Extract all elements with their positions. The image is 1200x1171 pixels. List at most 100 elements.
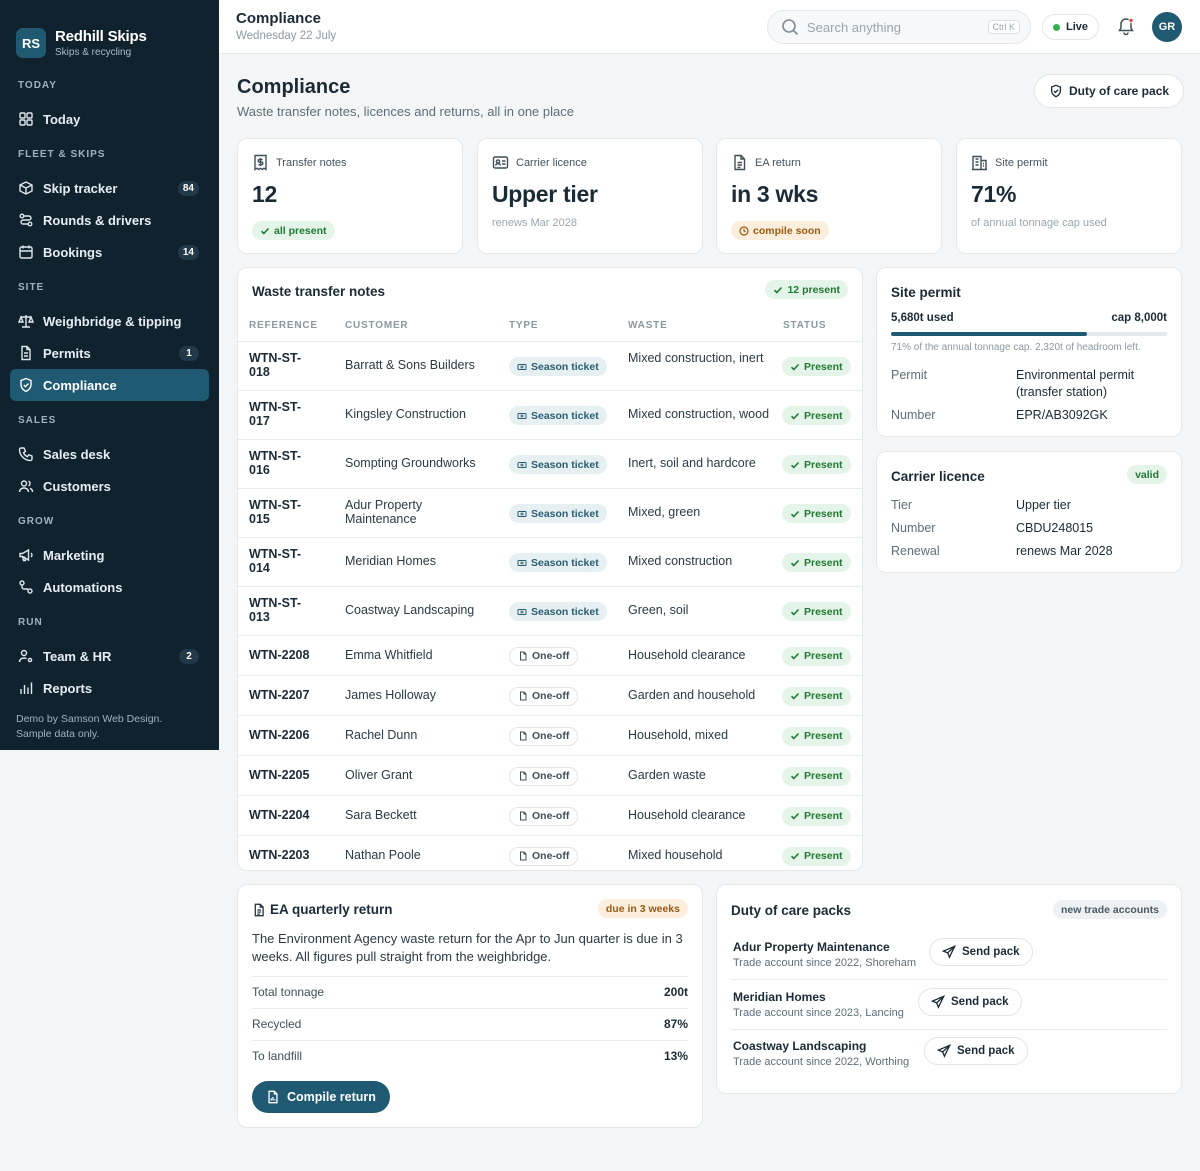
nav-section-grow: GROW xyxy=(18,516,55,527)
metric-value: 13% xyxy=(663,1049,688,1063)
status-badge: Present xyxy=(782,504,851,523)
waste-cell: Mixed construction xyxy=(628,554,733,568)
sidebar-item-weighbridge[interactable]: Weighbridge & tipping xyxy=(10,305,209,337)
compile-return-button[interactable]: Compile return xyxy=(252,1081,390,1113)
reference-cell[interactable]: WTN-2207 xyxy=(249,688,310,702)
table-row[interactable]: WTN-ST-015 Adur Property Maintenance Seaso… xyxy=(238,488,862,537)
table-row[interactable]: WTN-ST-014 Meridian Homes Season ticket Mix… xyxy=(238,537,862,586)
table-row[interactable]: WTN-2204 Sara Beckett One-off Household cle… xyxy=(238,795,862,835)
reference-cell[interactable]: WTN-2206 xyxy=(249,728,310,742)
account-name: Meridian Homes xyxy=(733,990,826,1004)
stat-card-ea-return: EA return in 3 wks compile soon xyxy=(716,138,942,254)
table-row[interactable]: WTN-2206 Rachel Dunn One-off Household, mix… xyxy=(238,715,862,755)
avatar[interactable]: GR xyxy=(1152,12,1182,42)
reference-cell[interactable]: WTN-ST-017 xyxy=(249,400,302,428)
reference-cell[interactable]: WTN-2204 xyxy=(249,808,310,822)
table-row[interactable]: WTN-2203 Nathan Poole One-off Mixed househo… xyxy=(238,835,862,870)
send-pack-button[interactable]: Send pack xyxy=(918,988,1022,1016)
button-label: Compile return xyxy=(287,1090,376,1104)
badge-text: all present xyxy=(274,224,327,237)
sidebar-item-label: Bookings xyxy=(43,244,103,260)
ticket-icon xyxy=(517,608,527,615)
metric-value: 87% xyxy=(663,1017,688,1031)
sidebar-item-label: Reports xyxy=(43,680,93,696)
column-header[interactable]: CUSTOMER xyxy=(345,320,409,331)
sidebar-item-label: Marketing xyxy=(43,547,105,563)
reference-cell[interactable]: WTN-ST-015 xyxy=(249,498,302,526)
reference-cell[interactable]: WTN-ST-018 xyxy=(249,351,302,379)
table-row[interactable]: WTN-2205 Oliver Grant One-off Garden waste P… xyxy=(238,755,862,795)
file-icon xyxy=(520,811,527,821)
table-row[interactable]: WTN-ST-016 Sompting Groundworks Season tic… xyxy=(238,439,862,488)
stat-label-text: Site permit xyxy=(995,156,1048,169)
reference-cell[interactable]: WTN-2203 xyxy=(249,848,310,862)
badge-text: Season ticket xyxy=(531,556,599,569)
status-badge: Present xyxy=(782,686,851,706)
number-label: Number xyxy=(891,408,936,422)
badge-text: Present xyxy=(804,730,843,742)
sidebar-item-bookings[interactable]: Bookings 14 xyxy=(10,236,209,268)
sidebar-item-marketing[interactable]: Marketing xyxy=(10,539,209,571)
sidebar-item-rounds[interactable]: Rounds & drivers xyxy=(10,204,209,236)
sidebar-item-today[interactable]: Today xyxy=(10,103,209,135)
page-title: Compliance xyxy=(237,76,351,98)
type-badge: One-off xyxy=(509,846,579,866)
column-header[interactable]: STATUS xyxy=(783,320,827,331)
customer-cell: Adur Property Maintenance xyxy=(345,498,423,526)
column-header[interactable]: TYPE xyxy=(509,320,539,331)
nav-section-run: RUN xyxy=(18,617,43,628)
search-input[interactable]: Search anything Ctrl K xyxy=(767,10,1031,44)
sidebar-item-skip-tracker[interactable]: Skip tracker 84 xyxy=(10,172,209,204)
stat-note: of annual tonnage cap used xyxy=(971,217,1107,229)
column-header[interactable]: REFERENCE xyxy=(249,320,318,331)
sidebar-item-team-hr[interactable]: Team & HR 2 xyxy=(10,640,209,672)
badge-text: One-off xyxy=(532,650,570,662)
stat-value: 71% xyxy=(971,181,1017,207)
stat-value: 12 xyxy=(252,181,277,207)
button-label: Send pack xyxy=(962,946,1020,958)
bell-icon[interactable] xyxy=(1116,16,1136,36)
sidebar-item-automations[interactable]: Automations xyxy=(10,571,209,603)
card-title: Carrier licence xyxy=(891,469,985,484)
sidebar-item-sales-desk[interactable]: Sales desk xyxy=(10,438,209,470)
phone-icon xyxy=(18,447,33,462)
sidebar-footer: Demo by Samson Web Design. Sample data o… xyxy=(16,713,163,740)
stat-value: Upper tier xyxy=(492,181,598,207)
reference-cell[interactable]: WTN-ST-013 xyxy=(249,596,302,624)
table-row[interactable]: WTN-2207 James Holloway One-off Garden and … xyxy=(238,675,862,715)
sidebar-item-compliance[interactable]: Compliance xyxy=(10,369,209,401)
permit-value: Environmental permit (transfer station) xyxy=(1016,368,1135,399)
type-badge: One-off xyxy=(509,806,579,826)
table-row[interactable]: WTN-ST-018 Barratt & Sons Builders Season … xyxy=(238,341,862,390)
sidebar-item-permits[interactable]: Permits 1 xyxy=(10,337,209,369)
column-header[interactable]: WASTE xyxy=(628,320,668,331)
table-row[interactable]: WTN-ST-013 Coastway Landscaping Season tic… xyxy=(238,586,862,635)
status-badge: Present xyxy=(782,806,851,826)
reference-cell[interactable]: WTN-2205 xyxy=(249,768,310,782)
brand[interactable]: RS Redhill Skips Skips & recycling xyxy=(0,0,219,68)
table-row[interactable]: WTN-2208 Emma Whitfield One-off Household c… xyxy=(238,635,862,675)
reference-cell[interactable]: WTN-ST-016 xyxy=(249,449,302,477)
customer-cell: Kingsley Construction xyxy=(345,407,466,421)
type-badge: Season ticket xyxy=(509,455,607,474)
table-row[interactable]: WTN-ST-017 Kingsley Construction Season ti… xyxy=(238,390,862,439)
account-name: Coastway Landscaping xyxy=(733,1039,867,1053)
sidebar-item-label: Rounds & drivers xyxy=(43,212,152,228)
reference-cell[interactable]: WTN-ST-014 xyxy=(249,547,302,575)
type-badge: One-off xyxy=(509,686,579,706)
badge-text: Season ticket xyxy=(531,360,599,373)
ticket-icon xyxy=(517,559,527,566)
send-pack-button[interactable]: Send pack xyxy=(924,1037,1028,1065)
sidebar-item-customers[interactable]: Customers xyxy=(10,470,209,502)
sidebar-item-reports[interactable]: Reports xyxy=(10,672,209,704)
send-pack-button[interactable]: Send pack xyxy=(929,938,1033,966)
grid-icon xyxy=(19,112,33,126)
send-icon xyxy=(937,1044,951,1058)
file-text-icon xyxy=(734,154,746,171)
file-chart-icon xyxy=(268,1090,278,1104)
duty-of-care-pack-button[interactable]: Duty of care pack xyxy=(1034,74,1185,108)
reference-cell[interactable]: WTN-2208 xyxy=(249,648,310,662)
badge-text: Present xyxy=(804,650,843,662)
live-indicator[interactable]: Live xyxy=(1042,14,1100,40)
customer-cell: Oliver Grant xyxy=(345,768,413,782)
